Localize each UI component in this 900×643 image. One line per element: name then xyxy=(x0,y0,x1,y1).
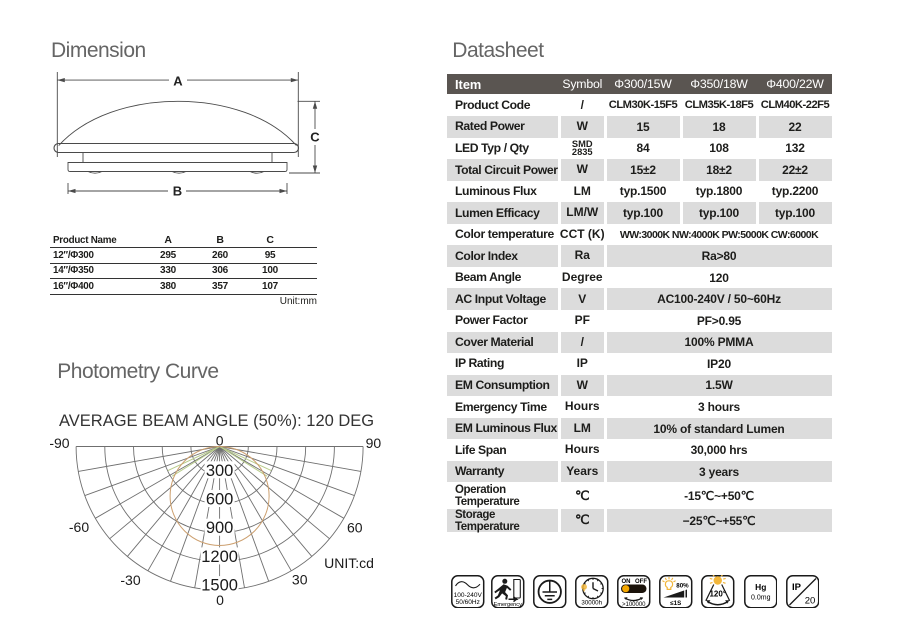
svg-text:-30: -30 xyxy=(120,572,140,588)
svg-text:900: 900 xyxy=(206,519,234,537)
svg-text:>100000: >100000 xyxy=(622,602,646,608)
svg-text:100-240V: 100-240V xyxy=(454,591,483,598)
svg-text:50/60Hz: 50/60Hz xyxy=(456,599,480,606)
svg-text:-60: -60 xyxy=(69,519,89,535)
svg-text:1200: 1200 xyxy=(201,548,238,566)
svg-text:600: 600 xyxy=(206,491,234,509)
svg-text:B: B xyxy=(173,184,182,199)
svg-text:UNIT:cd: UNIT:cd xyxy=(324,555,374,571)
svg-text:120°: 120° xyxy=(709,589,726,598)
svg-text:Hg: Hg xyxy=(755,582,766,592)
svg-text:0.0mg: 0.0mg xyxy=(751,594,771,601)
svg-text:≤1S: ≤1S xyxy=(670,600,681,607)
svg-text:0: 0 xyxy=(216,592,224,608)
svg-text:Emergency: Emergency xyxy=(494,601,522,607)
svg-text:C: C xyxy=(310,130,320,145)
svg-text:90: 90 xyxy=(366,435,382,451)
svg-text:ON: ON xyxy=(622,579,631,585)
svg-text:80%: 80% xyxy=(676,582,689,589)
svg-text:A: A xyxy=(173,74,183,89)
svg-text:20: 20 xyxy=(804,595,815,606)
svg-text:30: 30 xyxy=(292,572,308,588)
svg-text:OFF: OFF xyxy=(635,579,647,585)
svg-text:1500: 1500 xyxy=(201,577,238,595)
svg-text:IP: IP xyxy=(792,582,802,593)
svg-text:0: 0 xyxy=(216,433,224,449)
svg-text:30000h: 30000h xyxy=(581,599,602,606)
svg-text:300: 300 xyxy=(206,462,234,480)
svg-text:60: 60 xyxy=(347,520,363,536)
svg-text:-90: -90 xyxy=(49,435,69,451)
